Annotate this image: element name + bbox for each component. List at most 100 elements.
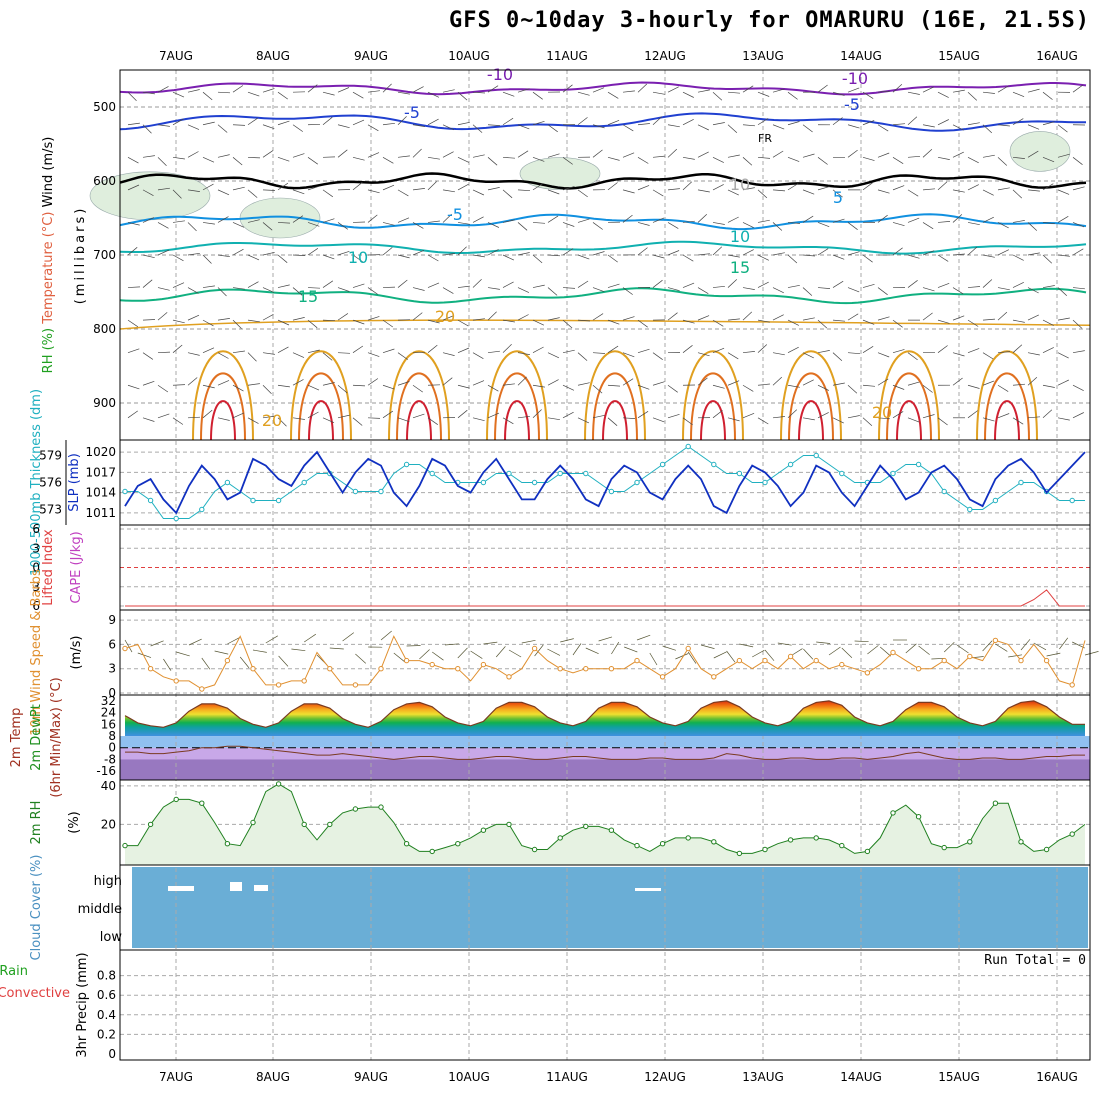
wind-barb (277, 156, 290, 162)
wind-barb (787, 284, 800, 288)
wind-barb (562, 222, 575, 227)
wind-barb (802, 317, 815, 321)
wind10m-barb (342, 632, 355, 642)
temp-tick: 24 (101, 706, 116, 720)
wind-barb (532, 319, 545, 326)
wind-barb (742, 85, 754, 93)
wind-barb (142, 417, 155, 422)
wind-barb (982, 154, 995, 158)
wind-barb (292, 317, 305, 321)
wind-barb (412, 287, 425, 291)
wind10m-barb (252, 649, 267, 653)
temp-tick: 32 (101, 694, 116, 708)
wind-barb (232, 248, 244, 256)
wind-barb (187, 222, 197, 232)
wind-barb (292, 153, 305, 158)
wind10m-line-point (557, 666, 563, 672)
wind-barb (187, 314, 200, 321)
wind-barb (1027, 189, 1040, 192)
wind10m-barb (419, 649, 430, 660)
wind-barb (667, 250, 680, 256)
wind10m-barb (956, 644, 969, 654)
thickness-line-point (275, 497, 282, 504)
wind-barb (472, 318, 485, 321)
wind-barb (727, 254, 740, 258)
wind-barb (217, 154, 230, 158)
wind-barb (382, 410, 394, 419)
rh-line-point (1069, 831, 1075, 837)
wind-barb (127, 286, 141, 288)
wind-barb (382, 122, 395, 126)
wind-barb (502, 383, 515, 386)
wind-barb (937, 319, 950, 324)
wind-barb (712, 222, 725, 225)
grid-lines (120, 70, 1090, 1060)
rh-shading (1009, 131, 1071, 172)
wind-barb (832, 189, 843, 198)
rh-line-point (583, 823, 589, 830)
wind-barb (1027, 88, 1040, 93)
upper-ylabel-part: RH (%) (41, 324, 56, 374)
wind-barb (517, 352, 530, 355)
wind-barb (982, 216, 994, 223)
wind-barb (247, 219, 260, 223)
warm-contour (896, 400, 922, 441)
wind-barb (712, 410, 723, 419)
warm-contour (396, 372, 442, 441)
wind10m-barb (457, 647, 468, 659)
wind10m-barb (329, 647, 344, 650)
wind-barb (877, 287, 888, 296)
wind-barb (637, 348, 650, 354)
wind-barb (367, 287, 379, 295)
wind-barb (622, 316, 635, 321)
wind-barb (337, 313, 349, 321)
wind-barb (742, 311, 753, 321)
wind-barb (397, 189, 409, 197)
wind-barb (307, 411, 319, 419)
wind-barb (1057, 153, 1070, 158)
wind-barb (757, 118, 769, 126)
wind-barb (847, 352, 861, 355)
thickness-tick: 573 (39, 503, 62, 517)
wind-barb (1072, 186, 1085, 191)
rh-line-point (122, 842, 128, 849)
wind-barb (517, 415, 530, 419)
rh-line-point (685, 835, 691, 841)
wind-barb (997, 85, 1009, 93)
wind-barb (577, 218, 590, 223)
wind-barb (802, 189, 815, 195)
wind-barb (982, 279, 993, 288)
wind-barb (397, 279, 408, 288)
wind-barb (607, 182, 618, 191)
wind-barb (847, 415, 860, 419)
wind-barb (697, 253, 710, 256)
thickness-line-point (787, 461, 794, 468)
wind-barb (367, 90, 380, 93)
wind-barb (1057, 215, 1069, 223)
wind-barb (142, 279, 153, 288)
wind10m-line-point (173, 678, 179, 684)
day-label-bottom: 15AUG (938, 1070, 980, 1084)
wind10m-barb (1059, 637, 1069, 650)
wind-barb (1042, 285, 1055, 288)
day-label-top: 13AUG (742, 49, 784, 63)
wind-units: (m/s) (69, 636, 84, 670)
wind10m-barb (495, 646, 506, 658)
wind-barb (862, 384, 876, 387)
rh-fill (125, 783, 1085, 865)
wind-barb (202, 319, 214, 327)
wind-barb (412, 222, 424, 229)
slp-tick: 1011 (85, 506, 116, 520)
wind-barb (307, 319, 318, 329)
wind10m-line-point (608, 666, 615, 672)
wind-barb (172, 189, 182, 199)
wind-barb (877, 90, 891, 93)
wind-barb (577, 417, 590, 424)
wind10m-barb (1046, 652, 1061, 657)
wind-barb (757, 156, 771, 159)
wind10m-barb (828, 646, 841, 656)
temp-tick: 0 (108, 741, 116, 755)
wind-barb (1012, 220, 1025, 223)
thickness-line-point (1069, 497, 1075, 504)
wind-barb (202, 285, 215, 288)
